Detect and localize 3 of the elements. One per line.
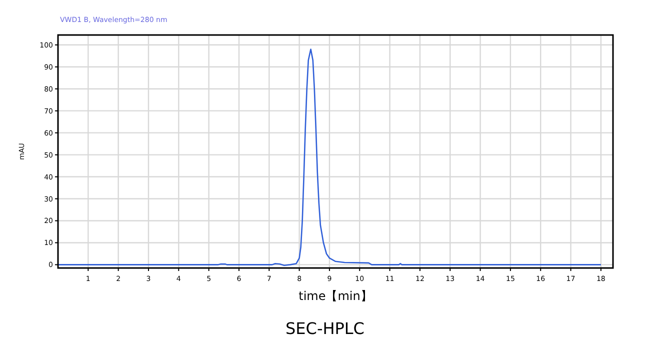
line-series: [57, 48, 602, 266]
x-axis-title: time【min】: [298, 289, 372, 303]
text: SEC-HPLC: [286, 319, 364, 338]
